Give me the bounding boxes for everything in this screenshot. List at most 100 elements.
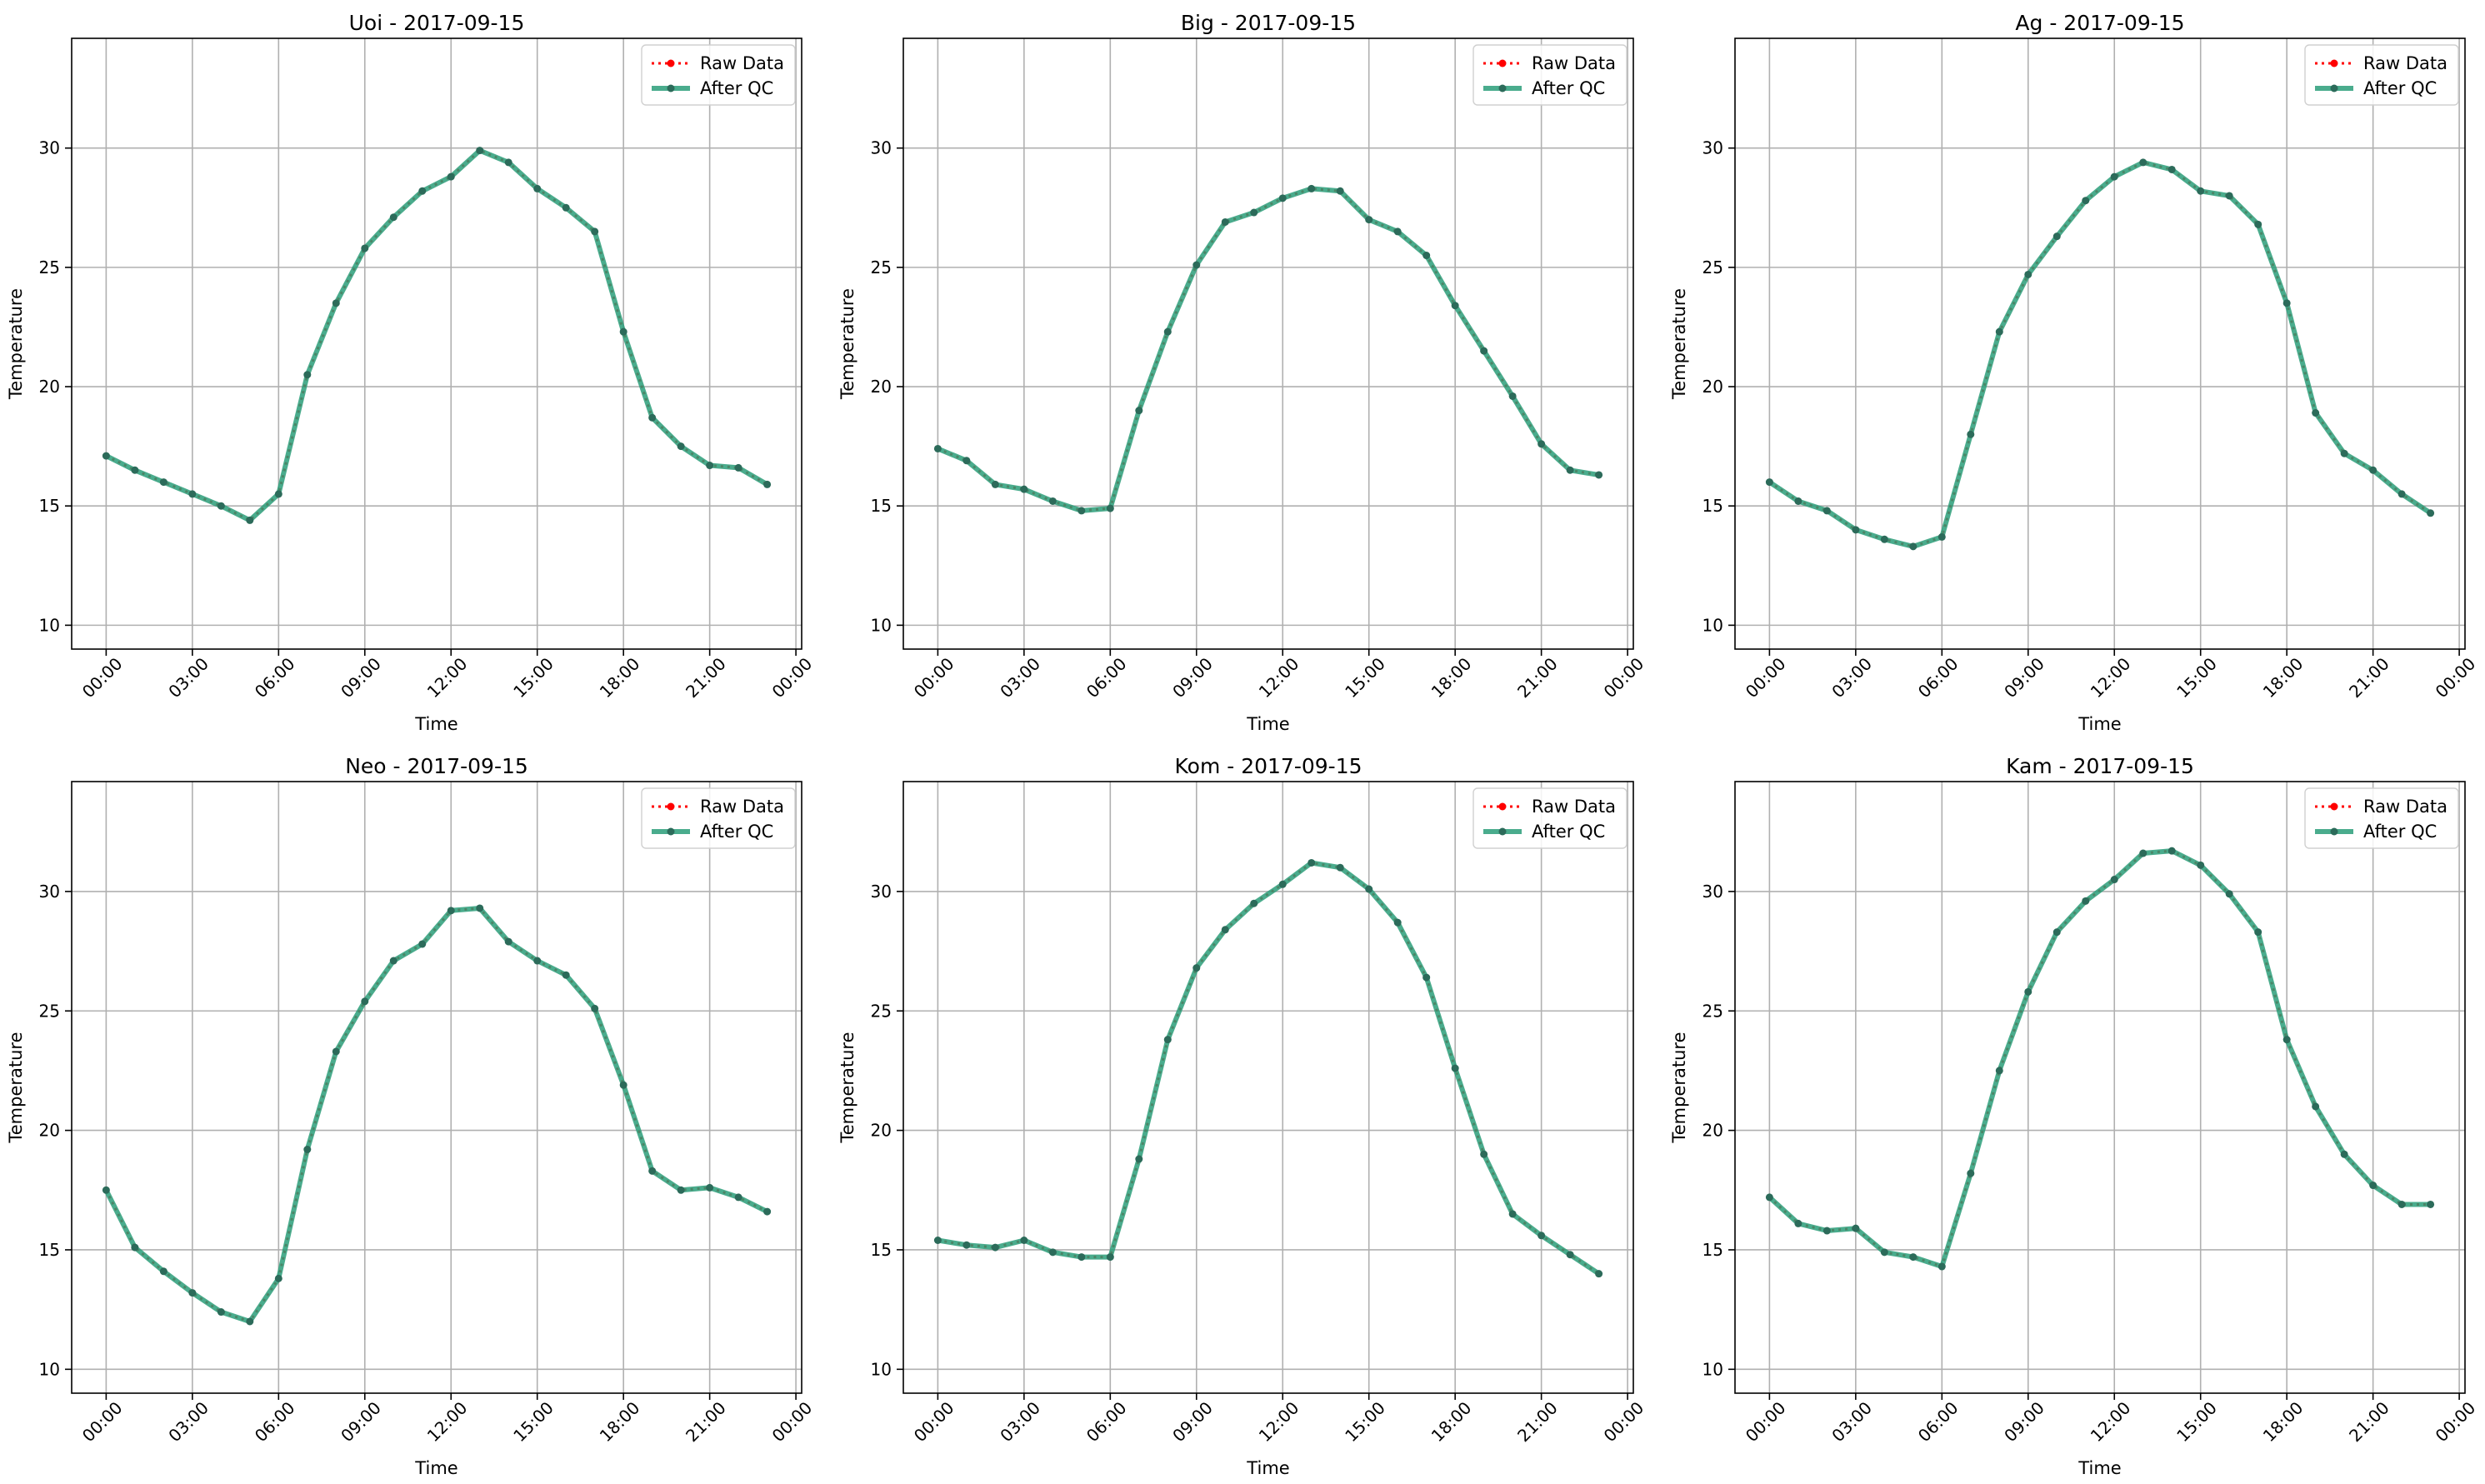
y-tick-label: 30	[1702, 138, 1723, 158]
legend-raw-data-label: Raw Data	[2363, 797, 2448, 817]
after-qc-point	[1595, 471, 1603, 479]
y-tick-label: 10	[1702, 1359, 1723, 1379]
x-tick-label: 15:00	[509, 1397, 558, 1446]
legend-after-qc-label: After QC	[2363, 822, 2437, 842]
subplot-title: Neo - 2017-09-15	[345, 754, 528, 778]
y-tick-label: 30	[1702, 882, 1723, 902]
after-qc-point	[591, 227, 599, 236]
legend-after-qc-marker	[667, 84, 675, 92]
x-tick-label: 15:00	[2172, 1397, 2221, 1446]
y-tick-label: 30	[871, 882, 892, 902]
y-tick-label: 25	[871, 257, 892, 277]
after-qc-point	[102, 452, 110, 460]
after-qc-point	[2254, 220, 2262, 228]
axes-frame	[1734, 37, 2466, 650]
after-qc-point	[246, 516, 254, 524]
x-axis-label: Time	[2078, 714, 2121, 734]
x-tick-label: 09:00	[2000, 1397, 2048, 1446]
x-tick-label: 00:00	[1600, 653, 1648, 702]
after-qc-point	[1393, 918, 1402, 927]
x-axis-label: Time	[1246, 714, 1289, 734]
legend-after-qc-label: After QC	[700, 78, 773, 98]
after-qc-point	[1336, 863, 1344, 872]
after-qc-point	[2282, 1036, 2291, 1044]
legend-after-qc-marker	[1498, 827, 1507, 836]
series-raw-data-line	[937, 187, 1599, 512]
x-tick-label: 21:00	[2345, 1397, 2393, 1446]
after-qc-point	[1538, 440, 1546, 448]
after-qc-point	[303, 1146, 312, 1154]
legend: Raw Data After QC	[2304, 787, 2459, 849]
x-tick-label: 00:00	[768, 1397, 817, 1446]
after-qc-point	[504, 937, 512, 946]
after-qc-point	[1967, 430, 1975, 438]
after-qc-point	[1880, 1248, 1888, 1257]
after-qc-point	[619, 1081, 628, 1089]
y-tick-label: 30	[39, 138, 60, 158]
x-tick-label: 00:00	[78, 653, 127, 702]
after-qc-point	[706, 1183, 714, 1192]
legend-after-qc-marker	[1498, 84, 1507, 92]
after-qc-point	[2197, 187, 2205, 195]
x-tick-label: 06:00	[251, 1397, 299, 1446]
after-qc-point	[706, 462, 714, 470]
after-qc-point	[1852, 526, 1860, 534]
after-qc-point	[476, 904, 484, 912]
x-tick-label: 03:00	[164, 653, 212, 702]
after-qc-point	[418, 187, 427, 195]
after-qc-point	[533, 957, 542, 965]
after-qc-point	[188, 1289, 197, 1297]
y-tick-label: 20	[871, 377, 892, 397]
x-tick-label: 15:00	[509, 653, 558, 702]
x-tick-label: 00:00	[910, 1397, 958, 1446]
after-qc-point	[734, 463, 742, 472]
series-raw-data-line	[938, 861, 1600, 1275]
x-tick-label: 15:00	[1341, 653, 1389, 702]
after-qc-point	[962, 1241, 971, 1249]
legend: Raw Data After QC	[641, 44, 796, 106]
y-tick-label: 20	[1702, 1121, 1723, 1141]
after-qc-point	[2398, 1200, 2406, 1208]
after-qc-point	[217, 502, 225, 510]
after-qc-point	[1508, 1210, 1517, 1218]
after-qc-point	[1967, 1169, 1975, 1177]
after-qc-point	[131, 1243, 139, 1252]
series-raw-data-line	[1768, 161, 2432, 548]
after-qc-point	[1048, 497, 1057, 505]
x-tick-label: 03:00	[996, 1397, 1044, 1446]
y-tick-label: 15	[1702, 1240, 1723, 1260]
series-raw-data-line	[1768, 849, 2431, 1268]
after-qc-point	[1336, 187, 1344, 195]
after-qc-point	[1451, 1064, 1459, 1072]
x-tick-label: 00:00	[1742, 1397, 1790, 1446]
subplot-title: Ag - 2017-09-15	[2015, 11, 2184, 35]
series-after-qc-line	[1768, 848, 2431, 1269]
y-tick-label: 10	[871, 1359, 892, 1379]
after-qc-point	[648, 1167, 657, 1175]
after-qc-point	[274, 490, 282, 498]
after-qc-point	[1480, 347, 1488, 355]
x-tick-label: 00:00	[910, 653, 958, 702]
legend-after-qc-label: After QC	[2363, 78, 2437, 98]
after-qc-point	[447, 907, 455, 915]
after-qc-point	[1221, 217, 1229, 226]
axes-frame	[1734, 781, 2466, 1394]
after-qc-point	[1048, 1248, 1057, 1257]
after-qc-point	[1508, 392, 1517, 400]
legend-after-qc-label: After QC	[1532, 822, 1605, 842]
after-qc-point	[2052, 928, 2061, 937]
x-tick-label: 12:00	[2087, 653, 2135, 702]
after-qc-point	[2225, 890, 2233, 898]
subplot-title: Big - 2017-09-15	[1181, 11, 1356, 35]
after-qc-point	[1192, 261, 1201, 269]
legend: Raw Data After QC	[1472, 44, 1628, 106]
after-qc-point	[1250, 899, 1258, 907]
after-qc-point	[332, 299, 340, 307]
after-qc-point	[1020, 1237, 1028, 1244]
x-axis-label: Time	[414, 714, 458, 734]
axes-frame	[71, 37, 802, 650]
y-tick-label: 20	[1702, 377, 1723, 397]
after-qc-point	[1451, 302, 1459, 310]
y-axis-label: Temperature	[838, 288, 858, 400]
y-axis-label: Temperature	[6, 1032, 26, 1143]
